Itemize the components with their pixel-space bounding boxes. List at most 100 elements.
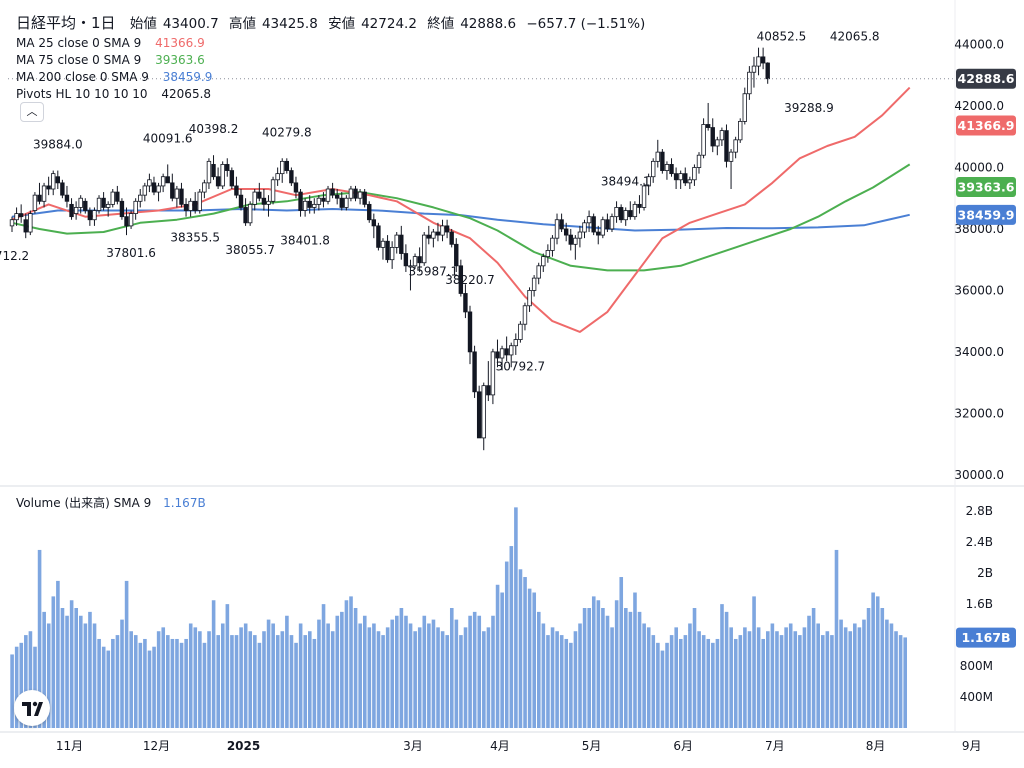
candle-down [705,124,711,128]
volume-bar [74,608,79,728]
volume-bar [193,627,198,728]
candle-up [431,231,436,239]
candle-down [495,351,500,359]
volume-bar [166,635,170,728]
pivot-label: 40091.6 [143,131,193,145]
volume-bar [472,611,477,728]
price-tag-box [956,68,1016,89]
volume-tick-label: 1.6B [966,597,993,611]
volume-bar [637,611,642,728]
volume-bar [509,546,514,728]
volume-bar [610,627,614,728]
volume-bar [88,611,92,728]
candle-down [435,231,441,236]
candle-up [715,139,720,147]
candle-up [156,185,161,193]
candle-down [229,170,235,187]
candle-up [646,176,651,187]
price-tag-box [956,177,1016,198]
volume-bar [14,646,19,728]
volume-bar [399,608,404,728]
volume-bar [596,600,601,728]
pivot-label: 42065.8 [830,29,880,43]
volume-bar [848,631,853,728]
volume-bar [285,615,289,728]
volume-bar [51,596,56,728]
candle-down [101,197,106,208]
volume-bar [10,654,14,728]
volume-bar [308,631,312,728]
volume-bar [317,619,321,728]
volume-bar [688,623,692,728]
volume-bar [651,635,656,728]
volume-bar [257,642,262,728]
pivot-label: 39288.9 [784,101,834,115]
volume-bar [381,635,385,728]
volume-bar [262,631,266,728]
pivot-label: 38355.5 [170,231,220,245]
volume-bar [715,638,720,728]
chevron-up-icon[interactable]: ︿ [20,102,44,122]
candle-up [554,219,560,239]
candle-down [724,130,729,162]
volume-bar [239,627,243,728]
ma200-legend[interactable]: MA 200 close 0 SMA 9 38459.9 [16,69,212,85]
volume-bar [83,623,88,728]
volume-bar [202,642,207,728]
candle-down [637,203,642,208]
volume-bar [445,635,449,728]
candle-down [444,225,450,233]
candle-down [559,219,564,230]
candle-down [330,188,335,196]
volume-bar [569,642,573,728]
candle-down [321,197,326,202]
candle-up [51,173,56,190]
volume-bar [289,635,294,728]
candle-down [234,185,239,196]
candle-up [696,154,702,168]
candle-down [179,188,184,205]
volume-bar [720,604,724,728]
volume-bar [578,623,582,728]
volume-bar [733,638,738,728]
volume-bar [207,631,211,728]
candle-down [596,231,601,236]
ma200-value: 38459.9 [162,70,213,84]
candle-down [37,194,42,202]
price-tag-box [956,115,1016,136]
price-tag-label: 38459.9 [958,207,1015,222]
volume-bar [321,604,326,728]
candle-up [541,256,546,267]
symbol-title[interactable]: 日経平均・1日 [16,14,116,32]
volume-bar [633,592,637,728]
candle-down [568,234,573,245]
candle-down [353,188,358,199]
ma25-legend[interactable]: MA 25 close 0 SMA 9 41366.9 [16,35,205,51]
candle-up [733,139,738,153]
ma75-line [11,163,911,272]
candle-down [371,219,377,227]
volume-bar [385,627,390,728]
volume-bar [234,635,239,728]
candle-up [28,213,33,233]
candle-down [605,219,610,230]
volume-bar [133,635,138,728]
ma75-legend[interactable]: MA 75 close 0 SMA 9 39363.6 [16,52,205,68]
volume-bar [770,623,775,728]
price-tag-label: 41366.9 [958,118,1015,133]
volume-bar [97,638,101,728]
candle-up [110,191,115,205]
volume-bar [711,642,715,728]
candle-down [307,200,312,208]
price-tick-label: 38000.0 [954,222,1004,236]
symbol-header: 日経平均・1日 始値 43400.7 高値 43425.8 安値 42724.2 終値… [16,12,651,33]
candle-up [174,188,180,199]
candle-down [151,182,157,193]
tradingview-logo-icon[interactable] [14,690,50,726]
candle-up [105,203,111,208]
pivots-legend[interactable]: Pivots HL 10 10 10 10 42065.8 [16,86,211,102]
volume-legend[interactable]: Volume (出来高) SMA 9 1.167B [16,494,206,511]
volume-bar [408,623,413,728]
volume-bar [811,608,816,728]
